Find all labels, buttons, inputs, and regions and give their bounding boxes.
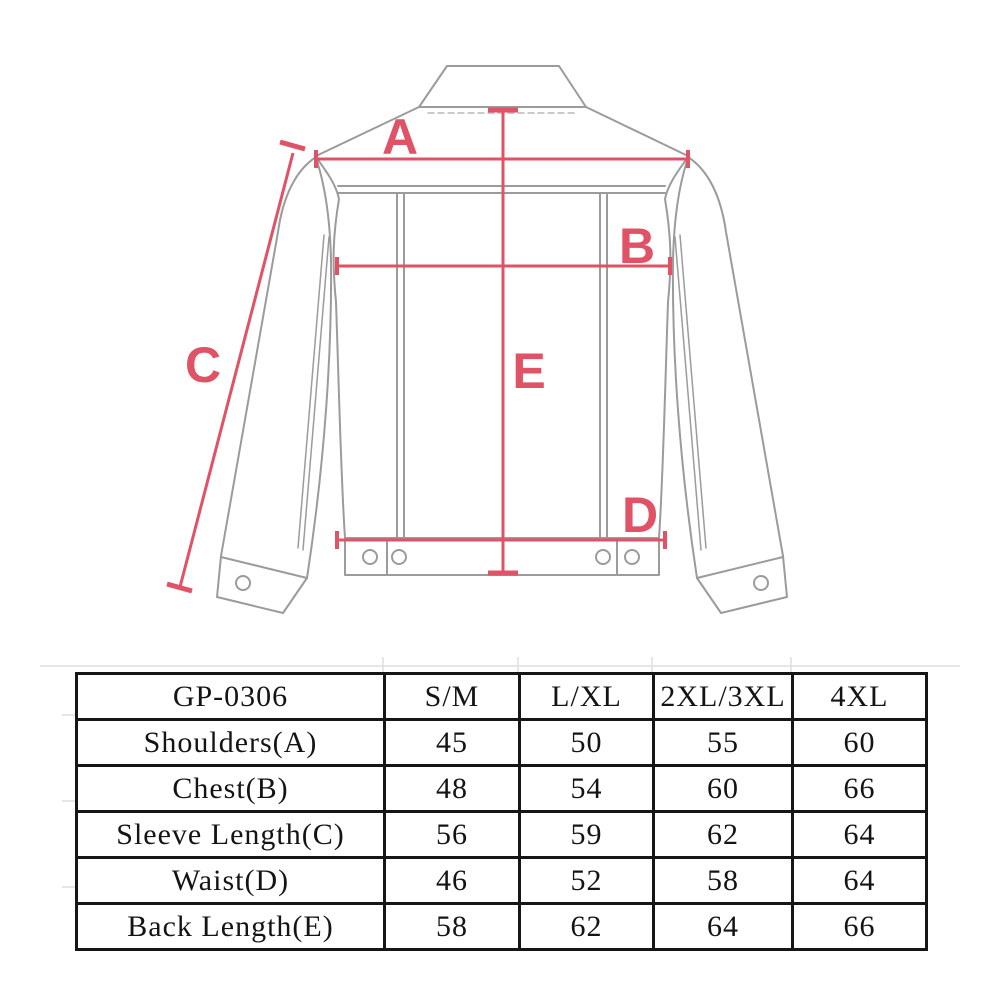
row-label: Back Length(E) [75,902,386,951]
value-cell: 62 [518,902,655,951]
right-cuff-seam [696,556,784,579]
table-row-waist: Waist(D) 46 52 58 64 [75,856,928,905]
measure-line-waist-D [335,531,667,549]
value-cell: 66 [791,902,928,951]
measure-line-sleeve-C [166,139,306,594]
waistband [344,537,660,576]
size-table: GP-0306 S/M L/XL 2XL/3XL 4XL Shoulders(A… [75,672,928,951]
row-label: Shoulders(A) [75,718,386,767]
value-cell: 45 [383,718,521,767]
waistband-button [595,549,611,565]
right-sleeve-crease [674,234,707,551]
table-row-sleeve-length: Sleeve Length(C) 56 59 62 64 [75,810,928,859]
row-label: Waist(D) [75,856,386,905]
right-cuff-button [753,575,769,591]
value-cell: 50 [518,718,655,767]
value-cell: 58 [652,856,794,905]
value-cell: 48 [383,764,521,813]
value-cell: 52 [518,856,655,905]
measure-label-D: D [622,487,658,543]
measure-label-C: C [185,337,221,393]
waistband-button [391,549,407,565]
table-row-chest: Chest(B) 48 54 60 66 [75,764,928,813]
left-cuff-button [235,575,251,591]
value-cell: 54 [518,764,655,813]
back-seams [396,192,608,539]
table-row-shoulders: Shoulders(A) 45 50 55 60 [75,718,928,767]
size-col-header: S/M [383,672,521,721]
left-shoulder-seam [315,106,420,157]
measure-label-E: E [512,343,545,399]
table-header-row: GP-0306 S/M L/XL 2XL/3XL 4XL [75,672,928,721]
row-label: Chest(B) [75,764,386,813]
value-cell: 59 [518,810,655,859]
value-cell: 60 [652,764,794,813]
value-cell: 66 [791,764,928,813]
value-cell: 46 [383,856,521,905]
value-cell: 58 [383,902,521,951]
left-sleeve [216,156,333,614]
value-cell: 56 [383,810,521,859]
model-code-cell: GP-0306 [75,672,386,721]
size-col-header: L/XL [518,672,655,721]
measure-label-B: B [619,218,655,274]
measure-line-back-length-E [488,107,518,576]
waistband-button [362,549,378,565]
row-label: Sleeve Length(C) [75,810,386,859]
right-shoulder-seam [585,106,689,157]
value-cell: 62 [652,810,794,859]
measure-label-A: A [382,109,418,165]
waistband-button [624,549,640,565]
value-cell: 55 [652,718,794,767]
value-cell: 64 [791,856,928,905]
table-row-back-length: Back Length(E) 58 62 64 66 [75,902,928,951]
left-sleeve-crease [297,234,330,551]
size-col-header: 4XL [791,672,928,721]
left-cuff-seam [220,556,308,579]
value-cell: 64 [652,902,794,951]
waistband-tab-seams [386,537,618,576]
right-sleeve [671,156,788,614]
body-right-edge [658,156,689,539]
value-cell: 64 [791,810,928,859]
jacket-collar [418,65,587,108]
value-cell: 60 [791,718,928,767]
size-col-header: 2XL/3XL [652,672,794,721]
body-left-edge [315,156,346,539]
